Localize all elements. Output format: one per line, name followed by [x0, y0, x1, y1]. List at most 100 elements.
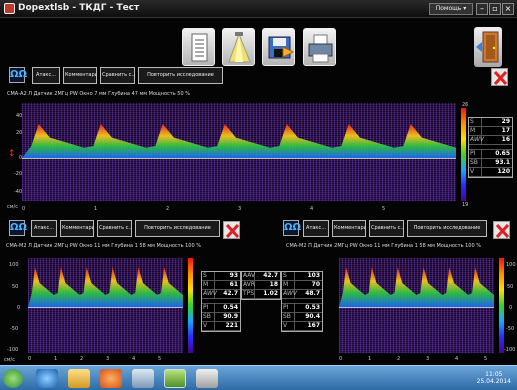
top-spectrum-waveform	[22, 124, 456, 158]
metric-spacer	[282, 299, 322, 304]
delete-x-icon	[493, 70, 508, 86]
system-clock: 11:05 25.04.2014	[477, 371, 511, 385]
right-compare-button[interactable]: Сравнить с...	[369, 220, 404, 237]
top-doppler-spectrum	[22, 103, 456, 201]
app-icon[interactable]	[132, 369, 154, 388]
metric-row: S 29	[469, 118, 512, 127]
spectrum-envelope	[28, 267, 183, 307]
right-tape-button[interactable]: ΩΩ	[283, 220, 301, 236]
delete-top-button[interactable]	[491, 68, 508, 86]
right-x-tick-1: 1	[368, 356, 372, 362]
exit-button[interactable]	[474, 27, 502, 67]
left-doppler-spectrum	[28, 258, 183, 353]
metric-label: SB	[202, 313, 215, 321]
right-spectrum-baseline	[339, 307, 494, 308]
metric-label: V	[202, 322, 215, 330]
left-x-tick-0: 0	[28, 356, 32, 362]
right-comment-button[interactable]: Комментарий	[332, 220, 366, 237]
close-window-button[interactable]: ×	[502, 3, 514, 15]
folder-icon[interactable]	[68, 369, 90, 388]
paint-icon[interactable]	[196, 369, 218, 388]
right-x-tick-5: 5	[484, 356, 488, 362]
scan-button[interactable]	[222, 28, 255, 66]
left-atlas-button[interactable]: Атакс...	[31, 220, 57, 237]
left-x-tick-3: 3	[106, 356, 110, 362]
save-button[interactable]	[262, 28, 295, 66]
report-icon	[191, 33, 208, 62]
metric-row: SB 90.9	[202, 313, 240, 322]
top-x-tick-0: 0	[22, 206, 26, 212]
metric-label: S	[469, 118, 482, 126]
metric-row: V 167	[282, 322, 322, 331]
print-button[interactable]	[303, 28, 336, 66]
top-scale-min: 19	[462, 202, 469, 208]
metric-label: AWV	[283, 290, 298, 298]
compare-button[interactable]: Сравнить с...	[100, 67, 135, 84]
top-metrics-table: S 29 M 17 AWV 16 PI 0.65 SB 93.1 V 120	[468, 117, 513, 178]
repeat-study-button[interactable]: Повторить исследование	[138, 67, 223, 84]
help-menu-button[interactable]: Помощь ▾	[429, 3, 473, 15]
right-v-tick-2: 0	[509, 305, 513, 311]
metric-label: AWV	[203, 290, 218, 298]
right-doppler-spectrum	[339, 258, 494, 353]
metric-row: AAV 42.7	[242, 272, 280, 281]
right-delete-button[interactable]	[493, 221, 510, 239]
right-x-tick-0: 0	[339, 356, 343, 362]
metric-value: 42.7	[263, 272, 278, 279]
top-v-tick-2: 0	[19, 155, 23, 161]
comment-button[interactable]: Комментарий	[63, 67, 97, 84]
metric-label: SB	[282, 313, 295, 321]
metric-row: SB 90.4	[282, 313, 322, 322]
start-button[interactable]	[3, 369, 23, 388]
left-delete-button[interactable]	[223, 221, 240, 239]
maximize-button[interactable]: ▫	[489, 3, 501, 15]
metric-row: M 70	[282, 281, 322, 290]
top-x-tick-2: 2	[166, 206, 170, 212]
metric-value: 0.54	[223, 304, 238, 311]
top-x-tick-5: 5	[382, 206, 386, 212]
atlas-button[interactable]: Атакс...	[32, 67, 60, 84]
left-tape-button[interactable]: ΩΩ	[9, 220, 27, 236]
left-compare-button[interactable]: Сравнить с...	[97, 220, 132, 237]
metric-row: TPS 1.02	[242, 290, 280, 299]
metric-value: 103	[307, 272, 320, 279]
left-x-tick-2: 2	[80, 356, 84, 362]
right-repeat-button[interactable]: Повторить исследование	[407, 220, 487, 237]
metric-value: 61	[229, 281, 238, 288]
tape-button[interactable]: ΩΩ	[9, 67, 27, 83]
save-icon	[268, 36, 295, 59]
report-button[interactable]	[182, 28, 215, 66]
left-v-tick-4: -100	[7, 347, 19, 353]
left-x-tick-1: 1	[54, 356, 58, 362]
metric-row: PI 0.53	[282, 304, 322, 313]
top-x-tick-1: 1	[94, 206, 98, 212]
metric-label: M	[202, 281, 215, 289]
top-color-scale	[461, 108, 466, 201]
metric-label: PI	[282, 304, 295, 312]
top-spectrum-baseline	[22, 158, 456, 159]
metric-value: 90.4	[305, 313, 320, 320]
left-comment-button[interactable]: Комментарий	[60, 220, 94, 237]
right-color-scale	[499, 258, 504, 353]
left-repeat-button[interactable]: Повторить исследование	[135, 220, 220, 237]
metric-row: S 93	[202, 272, 240, 281]
dopplertask-icon[interactable]	[164, 369, 186, 388]
metric-value: 42.7	[223, 290, 238, 297]
right-atlas-button[interactable]: Атакс...	[303, 220, 329, 237]
right-v-tick-1: 50	[507, 284, 514, 290]
minimize-button[interactable]: –	[476, 3, 488, 15]
browser-icon[interactable]	[36, 369, 58, 388]
top-v-tick-3: -20	[14, 171, 23, 177]
media-player-icon[interactable]	[100, 369, 122, 388]
metric-label: AAV	[243, 272, 256, 280]
right-v-tick-4: -100	[504, 347, 516, 353]
metric-value: 93	[229, 272, 238, 279]
left-spectrum-baseline	[28, 307, 183, 308]
right-v-tick-3: -50	[506, 326, 515, 332]
right-x-tick-2: 2	[397, 356, 401, 362]
metric-value: 18	[269, 281, 278, 288]
metric-row: AWV 16	[469, 136, 512, 145]
metric-value: 16	[501, 136, 510, 143]
top-x-tick-4: 4	[310, 206, 314, 212]
